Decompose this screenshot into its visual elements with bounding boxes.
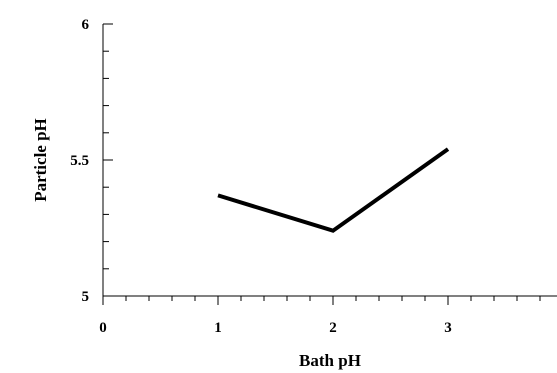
axes: [102, 24, 557, 297]
x-tick-label: 1: [214, 320, 222, 336]
x-tick-label: 0: [99, 320, 107, 336]
y-tick-label: 5: [82, 289, 90, 305]
x-tick-label: 3: [444, 320, 452, 336]
y-tick-label: 5.5: [70, 153, 89, 169]
tick-labels: 55.5601234: [70, 17, 452, 336]
x-tick-label: 2: [329, 320, 337, 336]
series-line: [217, 147, 450, 233]
y-axis-title: Particle pH: [31, 118, 50, 202]
series: [217, 147, 450, 233]
ticks: [102, 23, 541, 305]
x-axis-title: Bath pH: [299, 351, 361, 370]
y-tick-label: 6: [82, 17, 90, 33]
